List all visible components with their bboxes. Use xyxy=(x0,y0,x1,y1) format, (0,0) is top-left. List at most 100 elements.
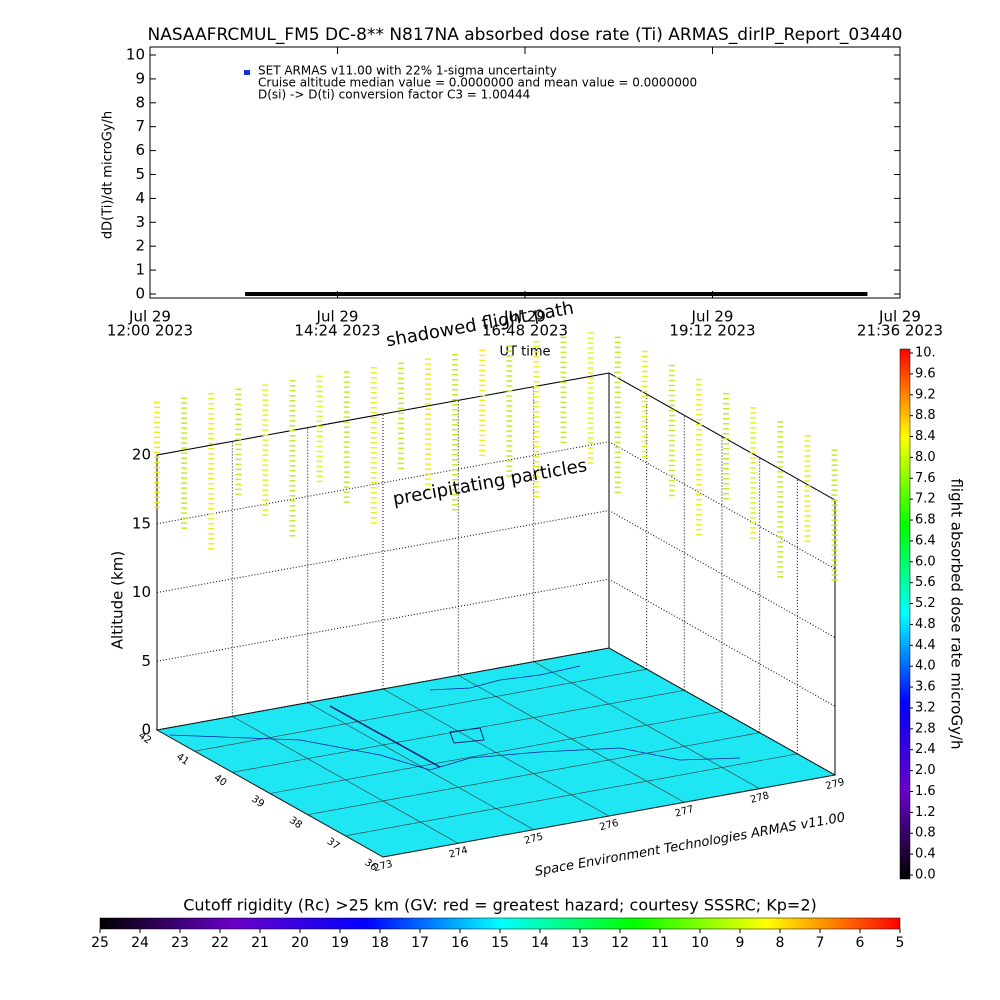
colorbar-tick-label: 9.2 xyxy=(915,387,936,402)
colorbar-tick-label: 0.4 xyxy=(915,847,936,862)
flight-path xyxy=(329,705,441,768)
z-tick-label: 5 xyxy=(141,652,151,670)
colorbar-label: Cutoff rigidity (Rc) >25 km (GV: red = g… xyxy=(183,896,817,915)
z-axis-label: Altitude (km) xyxy=(109,551,127,649)
colorbar-tick-label: 23 xyxy=(171,935,189,951)
colorbar-tick-label: 19 xyxy=(331,935,349,951)
colorbar xyxy=(99,917,901,930)
z-tick-label: 10 xyxy=(132,583,151,601)
lon-tick-label: 279 xyxy=(824,777,845,793)
colorbar-tick-label: 0.0 xyxy=(915,868,936,883)
colorbar-tick-label: 8 xyxy=(776,935,785,951)
colorbar-tick-label: 8.0 xyxy=(915,450,936,465)
floor-grid-line xyxy=(307,732,760,815)
colorbar-tick-label: 17 xyxy=(411,935,429,951)
colorbar-tick-label: 6.8 xyxy=(915,513,936,528)
x-tick-label: 21:36 2023 xyxy=(857,322,943,340)
colorbar-label: flight absorbed dose rate microGy/h xyxy=(948,478,966,749)
colorbar-tick-label: 5.6 xyxy=(915,575,936,590)
colorbar-tick-label: 8.8 xyxy=(915,408,936,423)
y-axis-label: dD(Ti)/dt microGy/h xyxy=(101,111,116,239)
colorbar-tick-label: 13 xyxy=(571,935,589,951)
floor-grid-line xyxy=(156,647,610,731)
colorbar-tick-label: 15 xyxy=(491,935,509,951)
box-edge xyxy=(156,372,836,501)
colorbar-tick-label: 16 xyxy=(451,935,469,951)
z-tick-label: 0 xyxy=(141,721,151,739)
colorbar-tick-label: 24 xyxy=(131,935,149,951)
colorbar-tick-label: 9 xyxy=(736,935,745,951)
lon-tick-label: 274 xyxy=(448,845,469,861)
colorbar-tick-label: 10 xyxy=(691,935,709,951)
colorbar-tick-label: 6 xyxy=(856,935,865,951)
z-tick-label: 20 xyxy=(132,446,151,464)
x-tick-label: 16:48 2023 xyxy=(482,322,568,340)
x-tick-label: Jul 29 xyxy=(878,308,921,326)
x-tick-label: Jul 29 xyxy=(691,308,734,326)
colorbar-tick-label: 14 xyxy=(531,935,549,951)
y-tick-label: 7 xyxy=(135,117,145,135)
colorbar-tick-label: 25 xyxy=(91,935,109,951)
flight-path xyxy=(429,665,581,691)
legend-label: SET ARMAS v11.00 with 22% 1-sigma uncert… xyxy=(258,64,557,78)
y-tick-label: 8 xyxy=(135,93,145,111)
colorbar-tick-label: 1.6 xyxy=(915,784,936,799)
flight-path xyxy=(169,734,741,771)
colorbar-tick-label: 4.0 xyxy=(915,659,936,674)
lon-tick-label: 276 xyxy=(598,818,619,834)
colorbar-tick-label: 21 xyxy=(251,935,269,951)
floor-grid-line xyxy=(382,774,836,858)
colorbar-tick-label: 18 xyxy=(371,935,389,951)
colorbar-tick-label: 2.8 xyxy=(915,721,936,736)
colorbar-tick-label: 4.4 xyxy=(915,638,936,653)
x-tick-label: 19:12 2023 xyxy=(669,322,755,340)
colorbar-tick-label: 11 xyxy=(651,935,669,951)
floor-grid-line xyxy=(269,711,723,794)
airport-box xyxy=(449,727,485,744)
lon-tick-label: 273 xyxy=(372,859,393,875)
colorbar-tick-label: 1.2 xyxy=(915,805,936,820)
y-tick-label: 9 xyxy=(135,69,145,87)
y-tick-label: 10 xyxy=(126,46,145,64)
colorbar-tick-label: 2.0 xyxy=(915,763,936,778)
colorbar-tick-label: 12 xyxy=(611,935,629,951)
x-tick-label: 14:24 2023 xyxy=(294,322,380,340)
colorbar-tick-label: 3.6 xyxy=(915,680,936,695)
legend-marker xyxy=(244,70,250,75)
colorbar-tick-label: 22 xyxy=(211,935,229,951)
y-tick-label: 3 xyxy=(135,213,145,231)
x-tick-label: 12:00 2023 xyxy=(107,322,193,340)
floor-grid-line xyxy=(194,668,647,752)
colorbar-tick-label: 5 xyxy=(896,935,905,951)
y-tick-label: 0 xyxy=(135,285,145,303)
annotation: Cruise altitude median value = 0.0000000… xyxy=(258,76,697,90)
colorbar-tick-label: 6.0 xyxy=(915,554,936,569)
lon-tick-label: 277 xyxy=(674,804,695,820)
colorbar-tick-label: 4.8 xyxy=(915,617,936,632)
colorbar-tick-label: 7.6 xyxy=(915,471,936,486)
y-tick-label: 6 xyxy=(135,141,145,159)
chart-title: NASAAFRCMUL_FM5 DC-8** N817NA absorbed d… xyxy=(147,25,902,45)
y-tick-label: 5 xyxy=(135,165,145,183)
colorbar-tick-label: 3.2 xyxy=(915,700,936,715)
colorbar-tick-label: 8.4 xyxy=(915,429,936,444)
colorbar xyxy=(899,348,911,880)
x-tick-label: Jul 29 xyxy=(128,308,171,326)
colorbar-tick-label: 9.6 xyxy=(915,366,936,381)
z-tick-label: 15 xyxy=(132,514,151,532)
lon-tick-label: 278 xyxy=(749,790,770,806)
colorbar-tick-label: 2.4 xyxy=(915,742,936,757)
floor-grid-line xyxy=(345,753,798,837)
colorbar-tick-label: 20 xyxy=(291,935,309,951)
lon-tick-label: 275 xyxy=(523,831,544,847)
annotation: D(si) -> D(ti) conversion factor C3 = 1.… xyxy=(258,88,530,102)
colorbar-tick-label: 5.2 xyxy=(915,596,936,611)
x-tick-label: Jul 29 xyxy=(503,308,546,326)
y-tick-label: 1 xyxy=(135,261,145,279)
colorbar-tick-label: 7.2 xyxy=(915,492,936,507)
y-tick-label: 2 xyxy=(135,237,145,255)
colorbar-tick-label: 7 xyxy=(816,935,825,951)
colorbar-tick-label: 0.8 xyxy=(915,826,936,841)
colorbar-tick-label: 6.4 xyxy=(915,533,936,548)
